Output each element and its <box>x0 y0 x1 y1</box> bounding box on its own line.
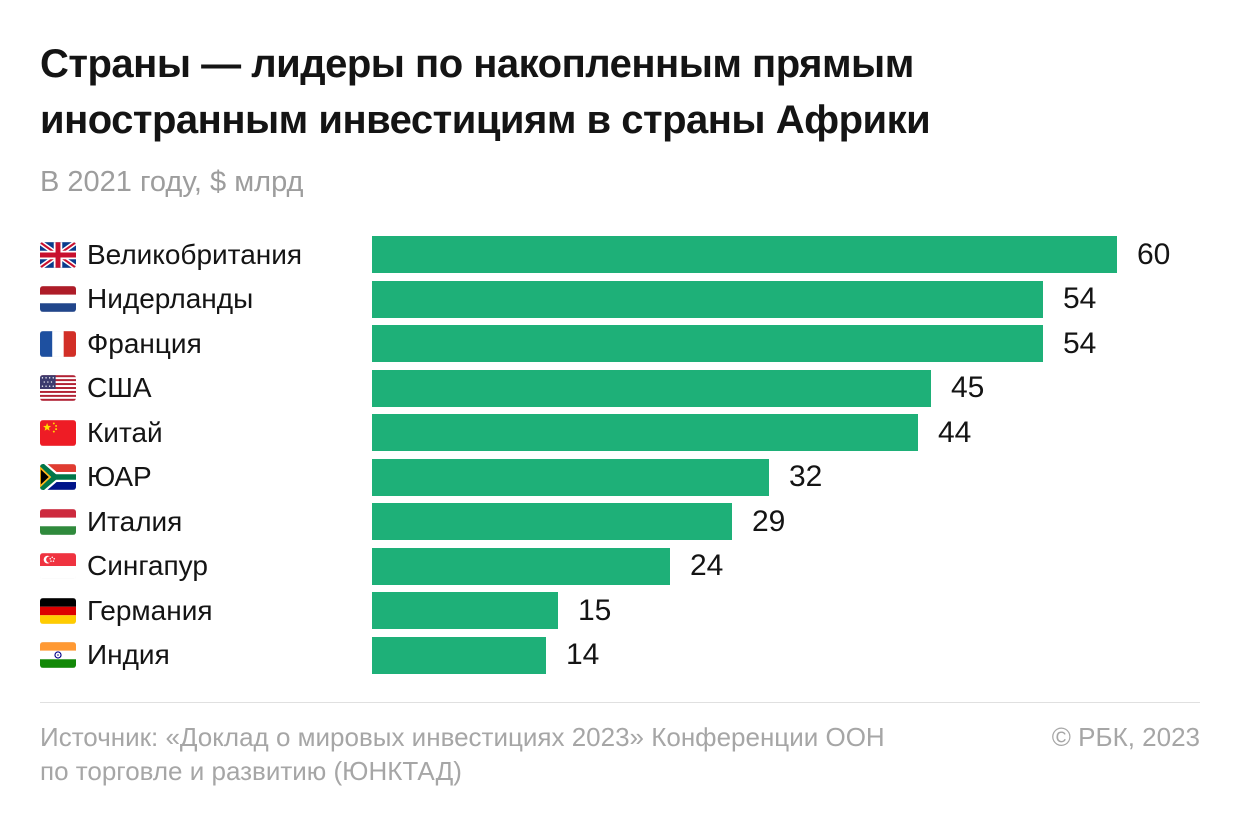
source-note-line-2: по торговле и развитию (ЮНКТАД) <box>40 756 462 786</box>
bar-row: Германия 15 <box>40 592 1200 629</box>
country-label: Италия <box>87 505 183 537</box>
category-label-cell: ЮАР <box>40 461 372 493</box>
bar <box>372 236 1117 273</box>
bar-track: 14 <box>372 636 1200 674</box>
category-label-cell: Китай <box>40 417 372 449</box>
bar-track: 24 <box>372 547 1200 585</box>
bar-track: 32 <box>372 458 1200 496</box>
chart-title-line-2: иностранным инвестициям в страны Африки <box>40 98 931 142</box>
flag-united-kingdom <box>40 241 76 268</box>
bar <box>372 636 546 674</box>
country-label: Индия <box>87 639 170 670</box>
country-label: Германия <box>87 594 213 626</box>
bar-row: США 45 <box>40 369 1200 407</box>
bar-track: 29 <box>372 503 1200 540</box>
bar <box>372 503 732 540</box>
bar-row: Великобритания 60 <box>40 236 1200 273</box>
bar-value-label: 24 <box>690 549 724 582</box>
source-note-line-1: Источник: «Доклад о мировых инвестициях … <box>40 722 885 752</box>
country-label: Китай <box>87 416 163 448</box>
chart-subtitle: В 2021 году, $ млрд <box>40 166 304 198</box>
bar <box>372 280 1043 318</box>
category-label-cell: США <box>40 372 372 404</box>
bar <box>372 547 670 585</box>
bar <box>372 369 931 407</box>
flag-usa <box>40 375 76 401</box>
bar-row: Нидерланды 54 <box>40 280 1200 318</box>
source-note: Источник: «Доклад о мировых инвестициях … <box>40 720 885 788</box>
category-label-cell: Франция <box>40 328 372 360</box>
bar-value-label: 45 <box>951 371 985 404</box>
bar-chart: Великобритания 60 Нидерланды 54 Франция … <box>40 236 1200 674</box>
bar-value-label: 54 <box>1063 326 1097 360</box>
bar-track: 15 <box>372 592 1200 629</box>
flag-germany <box>40 597 76 624</box>
bar-value-label: 60 <box>1137 237 1171 271</box>
copyright-note: © РБК, 2023 <box>1051 722 1200 752</box>
bar <box>372 325 1043 362</box>
bar <box>372 592 558 629</box>
flag-china <box>40 419 76 446</box>
bar-value-label: 15 <box>578 593 612 627</box>
bar-track: 54 <box>372 325 1200 362</box>
bar-row: Франция 54 <box>40 325 1200 362</box>
flag-south-africa <box>40 464 76 490</box>
country-label: Великобритания <box>87 238 303 270</box>
bar-row: Индия 14 <box>40 636 1200 674</box>
bar-value-label: 54 <box>1063 282 1097 315</box>
bar-value-label: 32 <box>789 460 823 493</box>
category-label-cell: Великобритания <box>40 239 372 271</box>
bar <box>372 414 918 451</box>
bar-row: Китай 44 <box>40 414 1200 451</box>
country-label: Франция <box>87 327 202 359</box>
bar-track: 60 <box>372 236 1200 273</box>
flag-france <box>40 330 76 357</box>
bar-value-label: 44 <box>938 415 972 449</box>
bar-row: Сингапур 24 <box>40 547 1200 585</box>
bar-row: ЮАР 32 <box>40 458 1200 496</box>
flag-india <box>40 642 76 668</box>
bar-value-label: 14 <box>566 638 600 671</box>
country-label: США <box>87 372 152 403</box>
chart-footer: Источник: «Доклад о мировых инвестициях … <box>40 702 1200 788</box>
category-label-cell: Сингапур <box>40 550 372 582</box>
bar-track: 54 <box>372 280 1200 318</box>
bar-value-label: 29 <box>752 504 786 538</box>
flag-netherlands <box>40 286 76 312</box>
bar-track: 44 <box>372 414 1200 451</box>
chart-title-line-1: Страны — лидеры по накопленным прямым <box>40 42 914 86</box>
country-label: Сингапур <box>87 550 208 581</box>
bar-row: Италия 29 <box>40 503 1200 540</box>
category-label-cell: Германия <box>40 595 372 627</box>
category-label-cell: Нидерланды <box>40 283 372 315</box>
flag-singapore <box>40 553 76 579</box>
country-label: Нидерланды <box>87 283 254 314</box>
category-label-cell: Индия <box>40 639 372 671</box>
country-label: ЮАР <box>87 461 152 492</box>
flag-hungary-tricolor <box>40 508 76 535</box>
category-label-cell: Италия <box>40 506 372 538</box>
bar-track: 45 <box>372 369 1200 407</box>
chart-title: Страны — лидеры по накопленным прямым ин… <box>40 36 1200 148</box>
bar <box>372 458 769 496</box>
